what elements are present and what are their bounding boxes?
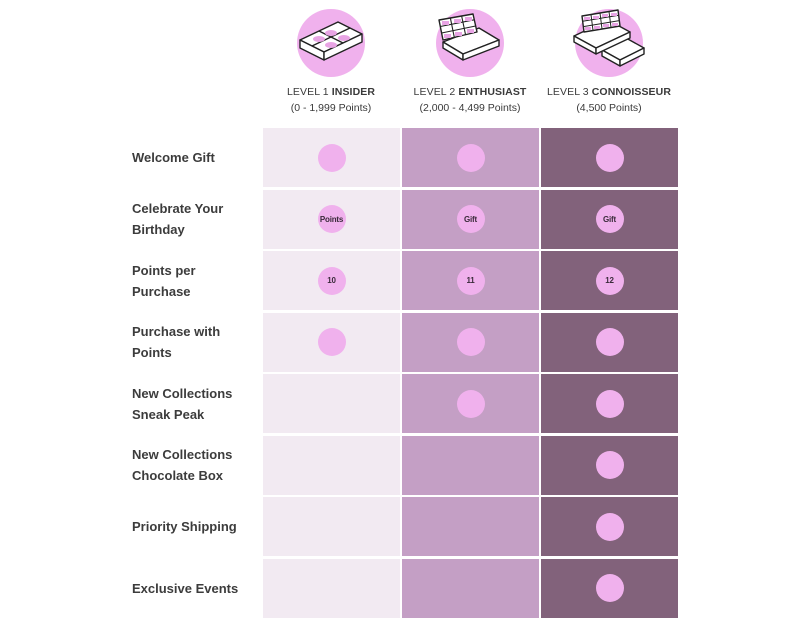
benefit-included-dot [456, 143, 485, 172]
tier-3-cell [541, 497, 678, 556]
tier-2-title: LEVEL 2 ENTHUSIAST [413, 86, 527, 98]
tier-3-cell [541, 558, 678, 618]
benefit-value-dot: 11 [456, 266, 485, 295]
benefit-included-dot [317, 328, 346, 356]
benefit-label: Celebrate Your Birthday [132, 201, 224, 237]
tier-2-cell [402, 497, 539, 556]
benefit-row: Welcome Gift [0, 128, 800, 187]
tier-2-cell [402, 312, 539, 372]
tier-2-range: (2,000 - 4,499 Points) [419, 102, 521, 114]
tier-2-cell [402, 374, 539, 433]
tier-1-cell: 10 [263, 251, 400, 310]
tier-3-cell [541, 374, 678, 433]
tier-1-cell: Points [263, 189, 400, 249]
benefit-value-dot: Gift [595, 205, 624, 233]
benefit-row: New Collections Chocolate Box [0, 435, 800, 495]
benefit-value-dot: 12 [595, 266, 624, 295]
benefit-row: Points per Purchase 10 11 12 [0, 251, 800, 310]
tier-3-cell [541, 435, 678, 495]
chocolate-box-4-icon [297, 9, 365, 77]
tier-1-cell [263, 435, 400, 495]
benefit-included-dot [595, 328, 624, 356]
tier-1-cell [263, 558, 400, 618]
benefit-included-dot [595, 451, 624, 479]
tier-2-cell: 11 [402, 251, 539, 310]
tier-1-title: LEVEL 1 INSIDER [286, 86, 376, 98]
benefit-row: Priority Shipping [0, 497, 800, 556]
tier-2-cell [402, 128, 539, 187]
tier-2-cell: Gift [402, 189, 539, 249]
tier-3-cell: Gift [541, 189, 678, 249]
benefit-value-dot: Gift [456, 205, 485, 233]
benefit-row: Purchase with Points [0, 312, 800, 372]
tier-3-cell [541, 312, 678, 372]
benefit-row: Exclusive Events [0, 558, 800, 618]
benefit-included-dot [595, 143, 624, 172]
tier-3-range: (4,500 Points) [576, 102, 642, 114]
tier-3-title: LEVEL 3 CONNOISSEUR [546, 86, 672, 98]
tier-1-cell [263, 312, 400, 372]
benefit-included-dot [456, 328, 485, 356]
benefit-label: New Collections Chocolate Box [132, 447, 233, 483]
tier-2-cell [402, 558, 539, 618]
tier-1-cell [263, 497, 400, 556]
benefit-included-dot [595, 512, 624, 541]
benefit-label: Exclusive Events [132, 580, 239, 596]
benefit-label: Points per Purchase [132, 262, 196, 299]
benefit-row: Celebrate Your Birthday Points Gift Gift [0, 189, 800, 249]
benefit-row: New Collections Sneak Peak [0, 374, 800, 433]
benefit-included-dot [317, 143, 346, 172]
tier-2-cell [402, 435, 539, 495]
benefit-included-dot [595, 574, 624, 602]
benefit-value-dot: Points [317, 205, 346, 233]
chocolate-box-stack-icon [573, 9, 645, 77]
benefit-label: Welcome Gift [132, 150, 215, 165]
tier-3-cell [541, 128, 678, 187]
benefit-label: Purchase with Points [132, 324, 221, 360]
benefit-included-dot [595, 389, 624, 418]
benefit-label: New Collections Sneak Peak [132, 385, 233, 422]
tier-1-cell [263, 128, 400, 187]
tier-1-range: (0 - 1,999 Points) [290, 102, 372, 114]
benefit-label: Priority Shipping [132, 519, 237, 534]
benefit-value-dot: 10 [317, 266, 346, 295]
chocolate-box-9-icon [436, 9, 504, 77]
tier-3-cell: 12 [541, 251, 678, 310]
tier-1-cell [263, 374, 400, 433]
benefit-included-dot [456, 389, 485, 418]
